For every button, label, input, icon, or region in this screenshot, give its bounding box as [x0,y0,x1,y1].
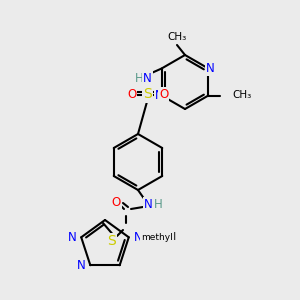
Text: N: N [76,259,85,272]
Text: methyl: methyl [142,232,176,242]
Text: N: N [155,89,164,102]
Text: O: O [111,196,121,208]
Text: N: N [206,62,215,75]
Text: N: N [144,197,152,211]
Text: S: S [143,88,152,101]
Text: CH₃: CH₃ [167,32,187,42]
Text: N: N [143,72,152,85]
Text: H: H [135,72,144,85]
Text: N: N [68,231,76,244]
Text: O: O [127,88,136,101]
Text: methyl: methyl [141,233,173,242]
Text: H: H [154,197,162,211]
Text: S: S [108,234,116,248]
Text: CH₃: CH₃ [232,91,252,100]
Text: N: N [134,231,142,244]
Text: O: O [159,88,168,101]
